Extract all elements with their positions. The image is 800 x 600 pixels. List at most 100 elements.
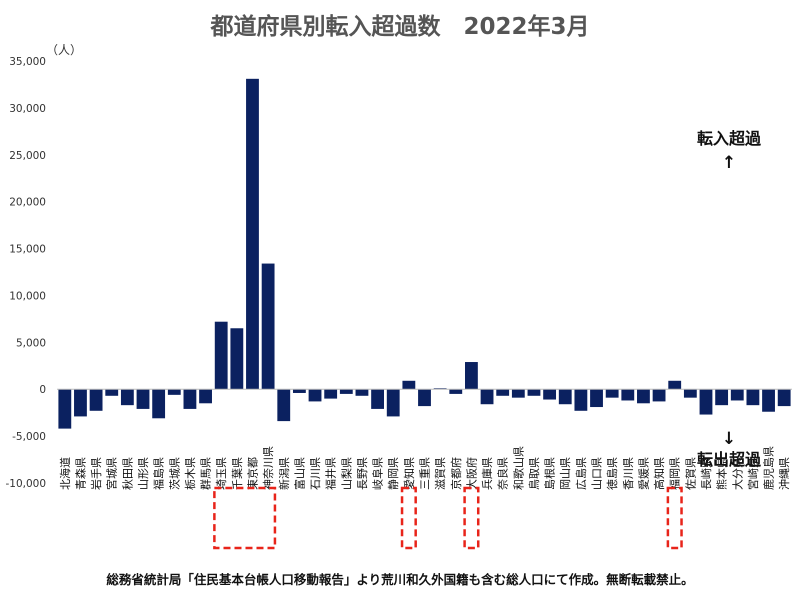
bar (590, 389, 603, 408)
y-tick-label: -5,000 (12, 431, 46, 443)
bar (277, 389, 291, 422)
bar (715, 389, 729, 406)
highlight-box (213, 486, 277, 550)
x-tick-label: 愛知県 (402, 457, 416, 490)
x-tick-label: 和歌山県 (511, 446, 525, 490)
x-tick-label: 熊本県 (715, 457, 729, 490)
bar (120, 389, 134, 406)
bars (58, 78, 791, 429)
x-tick-label: 佐賀県 (683, 457, 697, 490)
x-tick-label: 鳥取県 (527, 457, 541, 490)
y-tick-label: 35,000 (9, 56, 46, 68)
x-tick-label: 広島県 (574, 457, 588, 490)
x-tick-label: 香川県 (622, 457, 635, 490)
y-tick-label: 30,000 (9, 103, 46, 115)
bar (214, 321, 228, 390)
bar (167, 389, 181, 395)
x-tick-label: 新潟県 (277, 457, 291, 490)
y-axis-unit: （人） (46, 43, 82, 57)
x-tick-label: 静岡県 (386, 457, 400, 490)
x-tick-label: 秋田県 (120, 457, 134, 490)
highlight-box (666, 486, 683, 550)
highlight-box (463, 486, 480, 550)
y-tick-label: 15,000 (9, 244, 46, 256)
x-tick-label: 大分県 (730, 457, 744, 490)
bar (136, 389, 150, 409)
bar (449, 389, 463, 394)
highlight-box (400, 486, 417, 550)
bar (105, 389, 119, 396)
bar (699, 389, 713, 415)
x-tick-label: 奈良県 (496, 457, 510, 490)
x-tick-label: 埼玉県 (214, 457, 228, 490)
bar (355, 389, 369, 396)
bar (89, 389, 103, 411)
bar (74, 389, 87, 417)
bar (746, 389, 760, 406)
x-tick-label: 栃木県 (183, 457, 197, 490)
x-tick-label: 徳島県 (605, 457, 619, 490)
bar (730, 389, 744, 401)
bar (183, 389, 197, 409)
x-tick-label: 群馬県 (199, 457, 213, 490)
bar (246, 78, 259, 390)
x-tick-label: 山形県 (137, 457, 150, 490)
y-tick-label: 10,000 (9, 290, 46, 302)
x-tick-label: 山口県 (591, 457, 604, 490)
bar (668, 380, 682, 390)
bar (527, 389, 541, 396)
annotation-inflow-label: 転入超過 (697, 129, 762, 148)
bar (308, 389, 322, 402)
bar (324, 389, 338, 399)
x-tick-label: 島根県 (543, 457, 557, 490)
bar (621, 389, 635, 401)
bar (58, 389, 72, 429)
annotation-outflow-arrow: ↓ (722, 429, 736, 449)
x-tick-label: 東京都 (245, 457, 259, 490)
bar (652, 389, 666, 402)
x-tick-label: 鹿児島県 (762, 446, 776, 490)
x-tick-label: 神奈川県 (261, 446, 275, 490)
bar (574, 389, 588, 411)
source-note: 総務省統計局「住民基本台帳人口移動報告」より荒川和久外国籍も含む総人口にて作成。… (106, 572, 693, 587)
highlight-boxes (213, 486, 683, 550)
x-tick-label: 福岡県 (668, 457, 682, 490)
annotation-inflow-arrow: ↑ (722, 153, 736, 173)
y-tick-label: -10,000 (5, 478, 46, 490)
x-tick-label: 愛媛県 (636, 457, 650, 490)
bar (371, 389, 384, 409)
bar (261, 263, 275, 390)
x-tick-label: 京都府 (449, 457, 463, 490)
bar (292, 389, 306, 393)
bar (558, 389, 572, 405)
x-tick-label: 岡山県 (559, 457, 572, 490)
x-tick-label: 宮崎県 (746, 457, 760, 490)
x-tick-label: 三重県 (418, 457, 432, 490)
x-tick-label: 岐阜県 (372, 457, 385, 490)
y-axis: -10,000 -5,000 0 5,000 10,000 15,000 20,000 25,… (5, 56, 46, 490)
x-axis: 北海道 青森県 岩手県 宮城県 秋田県 山形県 福島県 茨城県 栃木県 群馬県 埼玉県 千葉県 東京都神… (58, 446, 791, 490)
x-tick-label: 福島県 (152, 457, 166, 490)
y-tick-label: 25,000 (9, 150, 46, 162)
x-tick-label: 山梨県 (339, 457, 353, 490)
x-tick-label: 岩手県 (89, 457, 103, 490)
annotation-outflow-label: 転出超過 (697, 450, 762, 469)
bar (386, 389, 400, 417)
x-tick-label: 青森県 (73, 457, 87, 490)
y-tick-label: 5,000 (16, 337, 46, 349)
x-tick-label: 長崎県 (699, 457, 713, 490)
bar (777, 389, 791, 407)
bar (230, 328, 244, 390)
x-tick-label: 大阪府 (464, 457, 478, 490)
bar (511, 389, 525, 398)
y-tick-label: 20,000 (9, 197, 46, 209)
bar (762, 389, 775, 412)
bar (496, 389, 510, 396)
bar (152, 389, 166, 419)
bar (683, 389, 697, 398)
bar (480, 389, 494, 405)
bar (418, 389, 431, 407)
y-tick-label: 0 (39, 384, 46, 396)
x-tick-label: 高知県 (652, 457, 666, 490)
